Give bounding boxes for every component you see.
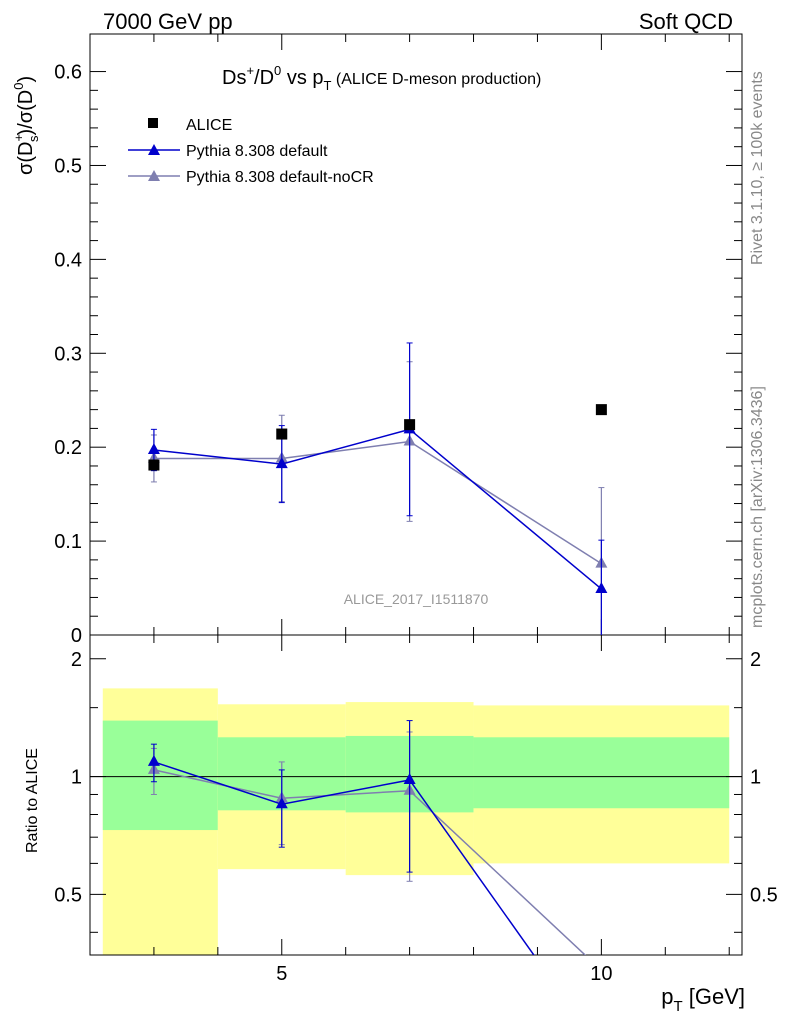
data-point-alice: [595, 404, 607, 416]
legend-marker-nocr: [148, 170, 160, 181]
legend-label-alice: ALICE: [186, 117, 232, 134]
ratio-y-tick-label-right: 0.5: [750, 884, 778, 906]
header-left: 7000 GeV pp: [103, 9, 233, 34]
data-point-alice: [404, 419, 416, 431]
ratio-band-inner-0: [102, 720, 218, 831]
x-tick-label: 5: [276, 963, 287, 985]
ratio-series-line-1: [153, 769, 587, 955]
series-line-1: [153, 428, 602, 590]
legend-label-nocr: Pythia 8.308 default-noCR: [186, 169, 374, 186]
ratio-y-tick-label: 0.5: [54, 884, 82, 906]
ratio-y-tick-label-right: 2: [750, 649, 761, 671]
main-y-tick-label: 0.6: [54, 62, 82, 84]
data-point-1: [595, 581, 608, 593]
ratio-point-0: [275, 797, 288, 809]
legend-marker-default: [148, 144, 160, 155]
mcplots-label: mcplots.cern.ch [arXiv:1306.3436]: [749, 386, 766, 628]
chart-marks: 0 0.1 0.2 0.3 0.4 0.5 0.6 0.5 0.5 1 1 2 2 5 10: [54, 33, 778, 985]
ratio-band-inner-3: [473, 737, 730, 809]
ratio-point-0: [147, 754, 160, 766]
x-axis-label: pT [GeV]: [661, 984, 745, 1015]
ratio-y-tick-label-right: 1: [750, 767, 761, 789]
analysis-watermark: ALICE_2017_I1511870: [344, 591, 489, 607]
x-tick-label: 10: [590, 963, 612, 985]
main-y-tick-label: 0: [71, 625, 82, 647]
main-y-tick-label: 0.5: [54, 155, 82, 177]
main-y-tick-label: 0.4: [54, 249, 82, 271]
ratio-y-label: Ratio to ALICE: [24, 748, 41, 853]
rivet-label: Rivet 3.1.10, ≥ 100k events: [749, 71, 766, 265]
main-y-tick-label: 0.3: [54, 343, 82, 365]
header-right: Soft QCD: [639, 9, 733, 34]
legend-marker-alice: [148, 118, 158, 128]
main-title: Ds+/D0 vs pT (ALICE D-meson production): [222, 63, 541, 93]
legend: ALICE Pythia 8.308 default Pythia 8.308 …: [128, 117, 374, 186]
ratio-point-0: [403, 772, 416, 784]
data-point-alice: [276, 428, 288, 440]
data-point-1: [147, 443, 160, 455]
main-y-label: σ(D+s)/σ(D0): [11, 76, 41, 175]
main-y-tick-label: 0.2: [54, 437, 82, 459]
ratio-y-tick-label: 1: [71, 767, 82, 789]
legend-label-default: Pythia 8.308 default: [186, 143, 328, 160]
main-y-tick-label: 0.1: [54, 531, 82, 553]
data-point-1: [275, 457, 288, 469]
series-line-2: [153, 440, 602, 565]
ratio-series-line-0: [153, 761, 535, 955]
ratio-frame: [89, 634, 743, 956]
data-point-alice: [148, 459, 160, 471]
ratio-y-tick-label: 2: [71, 649, 82, 671]
